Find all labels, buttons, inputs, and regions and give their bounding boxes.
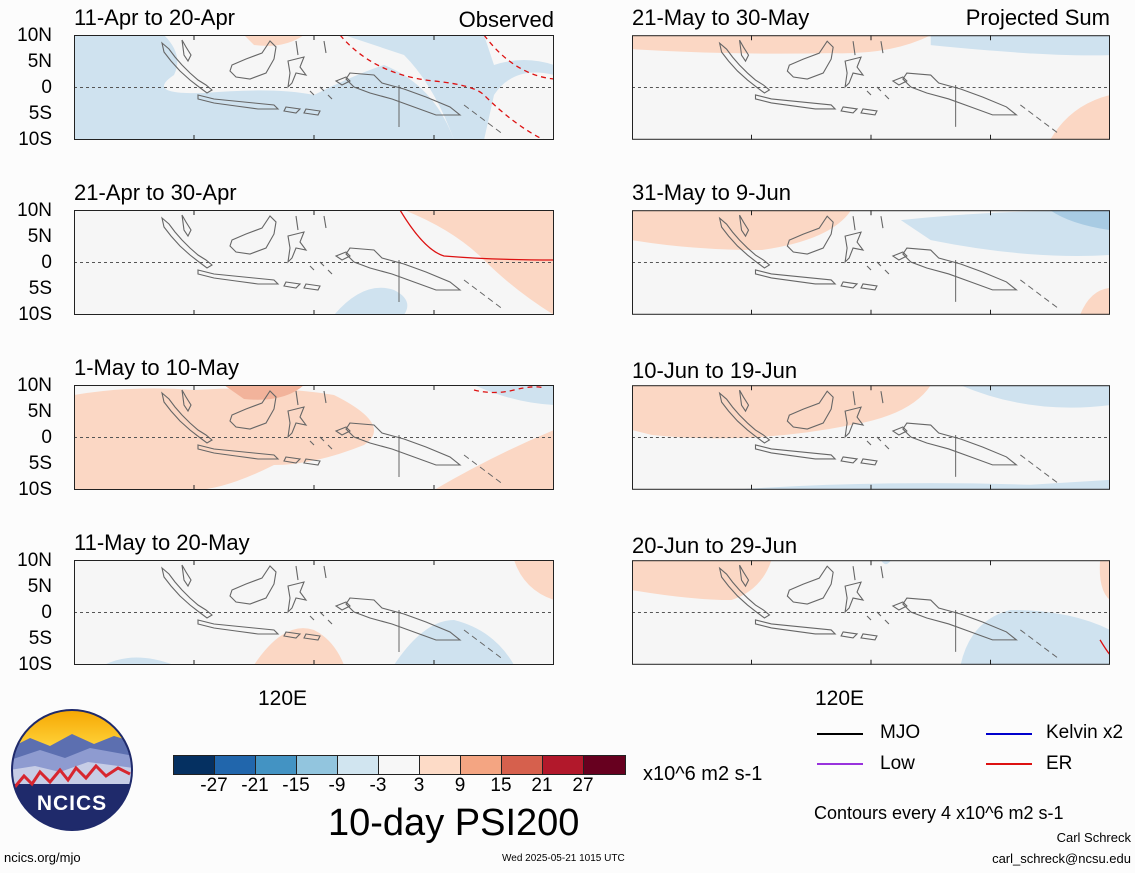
xtick-120e-right: 120E	[815, 687, 864, 711]
colorbar-tick: -27	[200, 775, 227, 797]
ytick-10n: 10N	[0, 551, 52, 570]
figure-title: 10-day PSI200	[328, 802, 579, 845]
legend-swatch-er	[986, 763, 1032, 765]
colorbar-swatch	[543, 756, 584, 774]
panel-7-map	[632, 385, 1110, 490]
panel-5-title: 21-May to 30-May	[632, 7, 809, 29]
ytick-10s: 10S	[0, 130, 52, 149]
panel-1-map	[74, 35, 554, 140]
ytick-0: 0	[0, 253, 52, 272]
colorbar-tick: 27	[572, 775, 593, 797]
legend-label-kelvin: Kelvin x2	[1046, 722, 1123, 744]
legend-label-er: ER	[1046, 753, 1072, 775]
ytick-0: 0	[0, 603, 52, 622]
legend-swatch-low	[817, 763, 863, 765]
colorbar-swatch	[256, 756, 297, 774]
panel-6-title: 31-May to 9-Jun	[632, 182, 791, 204]
colorbar-tick: 15	[490, 775, 511, 797]
panel-2-title: 21-Apr to 30-Apr	[74, 182, 237, 204]
panel-5-map	[632, 35, 1110, 140]
ytick-5n: 5N	[0, 227, 52, 246]
footer-timestamp: Wed 2025-05-21 1015 UTC	[502, 853, 625, 864]
panel-1-title: 11-Apr to 20-Apr	[74, 7, 235, 29]
ytick-5s: 5S	[0, 104, 52, 123]
panel-1-tag: Observed	[404, 9, 554, 31]
colorbar-tick: -9	[329, 775, 346, 797]
footer-email[interactable]: carl_schreck@ncsu.edu	[900, 851, 1131, 866]
footer-url[interactable]: ncics.org/mjo	[4, 850, 81, 865]
panel-8-map	[632, 560, 1110, 665]
colorbar-tick: 3	[414, 775, 425, 797]
ytick-10s: 10S	[0, 655, 52, 674]
colorbar-tick: -15	[282, 775, 309, 797]
ncics-logo: NCICS	[10, 708, 134, 832]
ytick-5n: 5N	[0, 52, 52, 71]
panel-6-map	[632, 210, 1110, 315]
contour-note: Contours every 4 x10^6 m2 s-1	[814, 803, 1064, 824]
ytick-0: 0	[0, 78, 52, 97]
colorbar-swatch	[502, 756, 543, 774]
panel-3-title: 1-May to 10-May	[74, 357, 239, 379]
colorbar-tick: 9	[455, 775, 466, 797]
panel-2-map	[74, 210, 554, 315]
xtick-120e-left: 120E	[258, 687, 307, 711]
colorbar-tick: -21	[241, 775, 268, 797]
legend-label-low: Low	[880, 753, 915, 775]
ytick-10s: 10S	[0, 480, 52, 499]
ytick-5s: 5S	[0, 454, 52, 473]
ytick-5n: 5N	[0, 402, 52, 421]
colorbar-swatch	[297, 756, 338, 774]
panel-5-tag: Projected Sum	[900, 7, 1110, 29]
ytick-5s: 5S	[0, 279, 52, 298]
ytick-5n: 5N	[0, 577, 52, 596]
panel-3-map	[74, 385, 554, 490]
ytick-5s: 5S	[0, 629, 52, 648]
colorbar-swatch	[461, 756, 502, 774]
colorbar-swatch	[379, 756, 420, 774]
panel-4-map	[74, 560, 554, 665]
colorbar-swatch	[174, 756, 215, 774]
colorbar-tick: 21	[531, 775, 552, 797]
footer-author: Carl Schreck	[945, 830, 1131, 845]
panel-7-title: 10-Jun to 19-Jun	[632, 360, 797, 382]
colorbar-swatch	[584, 756, 625, 774]
legend-swatch-mjo	[817, 733, 863, 735]
colorbar-tick: -3	[370, 775, 387, 797]
ytick-10n: 10N	[0, 201, 52, 220]
panel-8-title: 20-Jun to 29-Jun	[632, 535, 797, 557]
ytick-0: 0	[0, 428, 52, 447]
ytick-10n: 10N	[0, 376, 52, 395]
colorbar-swatch	[215, 756, 256, 774]
legend-label-mjo: MJO	[880, 722, 920, 744]
colorbar-swatch	[420, 756, 461, 774]
logo-text: NCICS	[10, 792, 134, 816]
colorbar	[173, 755, 626, 775]
panel-4-title: 11-May to 20-May	[74, 532, 250, 554]
ytick-10n: 10N	[0, 26, 52, 45]
ytick-10s: 10S	[0, 305, 52, 324]
legend-swatch-kelvin	[986, 733, 1032, 735]
colorbar-swatch	[338, 756, 379, 774]
colorbar-units: x10^6 m2 s-1	[643, 763, 762, 786]
